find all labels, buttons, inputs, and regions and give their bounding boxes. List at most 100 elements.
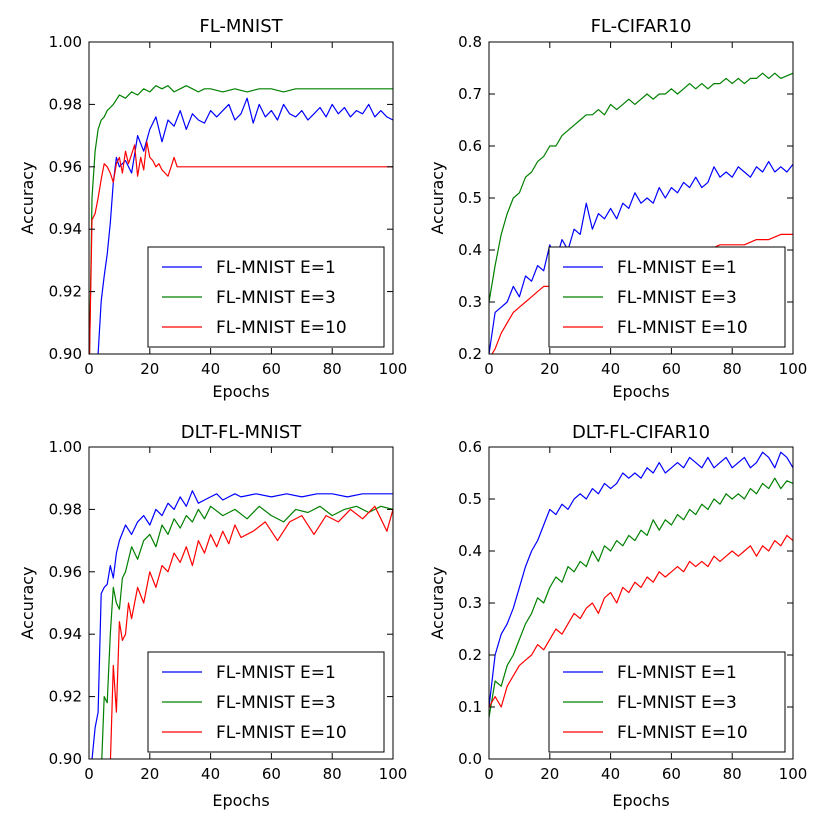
- legend-label-e1: FL-MNIST E=1: [216, 258, 336, 278]
- legend-label-e10: FL-MNIST E=10: [617, 318, 748, 338]
- legend-label-e10: FL-MNIST E=10: [617, 723, 748, 743]
- y-tick-label: 0.5: [458, 189, 482, 207]
- chart-dlt-fl-mnist: DLT-FL-MNIST Epochs Accuracy 0 20 40 60 80 10…: [18, 422, 407, 810]
- x-axis-label: Epochs: [612, 382, 669, 401]
- x-tick-label: 20: [540, 360, 559, 378]
- series-line-e1: [91, 490, 393, 759]
- x-tick-label: 0: [484, 765, 494, 783]
- series-line-e10: [109, 505, 393, 759]
- chart-title: DLT-FL-CIFAR10: [572, 422, 710, 443]
- x-tick-label: 100: [779, 360, 808, 378]
- y-tick-label: 0.6: [458, 438, 482, 456]
- y-tick-label: 0.90: [49, 750, 82, 768]
- series-layer: [91, 490, 393, 759]
- chart-title: FL-MNIST: [199, 16, 283, 37]
- x-tick-label: 40: [201, 765, 220, 783]
- tick-layer: 0 20 40 60 80 100 0.0 0.1 0.2 0.3 0.4 0.5 0.6: [458, 438, 807, 783]
- legend-label-e3: FL-MNIST E=3: [617, 288, 737, 308]
- x-tick-label: 20: [540, 765, 559, 783]
- series-layer: [89, 85, 393, 354]
- y-axis-label: Accuracy: [428, 161, 447, 234]
- legend-label-e1: FL-MNIST E=1: [617, 258, 737, 278]
- x-tick-label: 0: [84, 765, 94, 783]
- y-tick-label: 0.92: [49, 283, 82, 301]
- x-tick-label: 20: [140, 765, 159, 783]
- x-tick-label: 40: [201, 360, 220, 378]
- plot-frame: [88, 41, 394, 355]
- y-tick-label: 0.1: [458, 698, 482, 716]
- chart-dlt-fl-cifar10: DLT-FL-CIFAR10 Epochs Accuracy 0 20 40 60 80…: [428, 422, 807, 810]
- legend-label-e3: FL-MNIST E=3: [216, 693, 336, 713]
- series-line-e3: [489, 72, 793, 303]
- legend-label-e3: FL-MNIST E=3: [617, 693, 737, 713]
- chart-title: FL-CIFAR10: [591, 16, 692, 37]
- y-tick-label: 0.98: [49, 500, 82, 518]
- x-axis-label: Epochs: [212, 791, 269, 810]
- y-axis-label: Accuracy: [18, 566, 37, 639]
- legend: FL-MNIST E=1 FL-MNIST E=3 FL-MNIST E=10: [548, 651, 786, 753]
- x-tick-label: 60: [262, 765, 281, 783]
- y-tick-label: 0.96: [49, 158, 82, 176]
- y-tick-label: 0.2: [458, 345, 482, 363]
- x-tick-label: 80: [723, 360, 742, 378]
- y-tick-label: 0.6: [458, 137, 482, 155]
- y-tick-label: 0.3: [458, 293, 482, 311]
- x-tick-label: 100: [379, 765, 408, 783]
- x-tick-label: 0: [484, 360, 494, 378]
- y-tick-label: 0.98: [49, 95, 82, 113]
- y-tick-label: 1.00: [49, 438, 82, 456]
- x-axis-label: Epochs: [612, 791, 669, 810]
- legend: FL-MNIST E=1 FL-MNIST E=3 FL-MNIST E=10: [147, 651, 385, 753]
- series-layer: [489, 451, 793, 718]
- x-tick-label: 100: [779, 765, 808, 783]
- y-tick-label: 0.2: [458, 646, 482, 664]
- y-tick-label: 0.3: [458, 594, 482, 612]
- series-line-e3: [489, 477, 793, 718]
- x-tick-label: 60: [262, 360, 281, 378]
- chart-title: DLT-FL-MNIST: [181, 422, 303, 443]
- y-tick-label: 0.94: [49, 625, 82, 643]
- y-axis-label: Accuracy: [18, 161, 37, 234]
- y-tick-label: 0.0: [458, 750, 482, 768]
- series-line-e10: [489, 534, 793, 708]
- y-tick-label: 0.5: [458, 490, 482, 508]
- x-tick-label: 60: [662, 360, 681, 378]
- legend-label-e3: FL-MNIST E=3: [216, 288, 336, 308]
- y-tick-label: 0.92: [49, 688, 82, 706]
- legend-label-e1: FL-MNIST E=1: [216, 663, 336, 683]
- x-tick-label: 20: [140, 360, 159, 378]
- legend-label-e10: FL-MNIST E=10: [216, 318, 347, 338]
- series-line-e3: [89, 85, 393, 354]
- x-tick-label: 80: [323, 360, 342, 378]
- legend: FL-MNIST E=1 FL-MNIST E=3 FL-MNIST E=10: [548, 246, 786, 348]
- y-tick-label: 0.7: [458, 85, 482, 103]
- x-tick-label: 0: [84, 360, 94, 378]
- series-line-e1: [489, 161, 793, 354]
- x-tick-label: 80: [323, 765, 342, 783]
- series-line-e10: [89, 141, 393, 354]
- x-tick-label: 80: [723, 765, 742, 783]
- tick-layer: 0 20 40 60 80 100 0.2 0.3 0.4 0.5 0.6 0.7 0.8: [458, 33, 807, 378]
- y-tick-label: 0.96: [49, 563, 82, 581]
- legend: FL-MNIST E=1 FL-MNIST E=3 FL-MNIST E=10: [147, 246, 385, 348]
- series-line-e3: [101, 505, 393, 759]
- y-tick-label: 1.00: [49, 33, 82, 51]
- x-axis-label: Epochs: [212, 382, 269, 401]
- legend-label-e1: FL-MNIST E=1: [617, 663, 737, 683]
- y-tick-label: 0.8: [458, 33, 482, 51]
- plot-frame: [88, 446, 394, 760]
- x-tick-label: 40: [601, 360, 620, 378]
- chart-fl-cifar10: FL-CIFAR10 Epochs Accuracy 0 20 40 60 80 100 0…: [428, 16, 807, 401]
- legend-label-e10: FL-MNIST E=10: [216, 723, 347, 743]
- x-tick-label: 60: [662, 765, 681, 783]
- y-axis-label: Accuracy: [428, 566, 447, 639]
- chart-fl-mnist: FL-MNIST Epochs Accuracy 0 20 40 60 80 100 0.9…: [18, 16, 407, 401]
- x-tick-label: 100: [379, 360, 408, 378]
- series-line-e1: [97, 97, 393, 354]
- x-tick-label: 40: [601, 765, 620, 783]
- y-tick-label: 0.90: [49, 345, 82, 363]
- y-tick-label: 0.94: [49, 220, 82, 238]
- tick-layer: 0 20 40 60 80 100 0.90 0.92 0.94 0.96 0.98 1.00: [49, 33, 408, 378]
- y-tick-label: 0.4: [458, 542, 482, 560]
